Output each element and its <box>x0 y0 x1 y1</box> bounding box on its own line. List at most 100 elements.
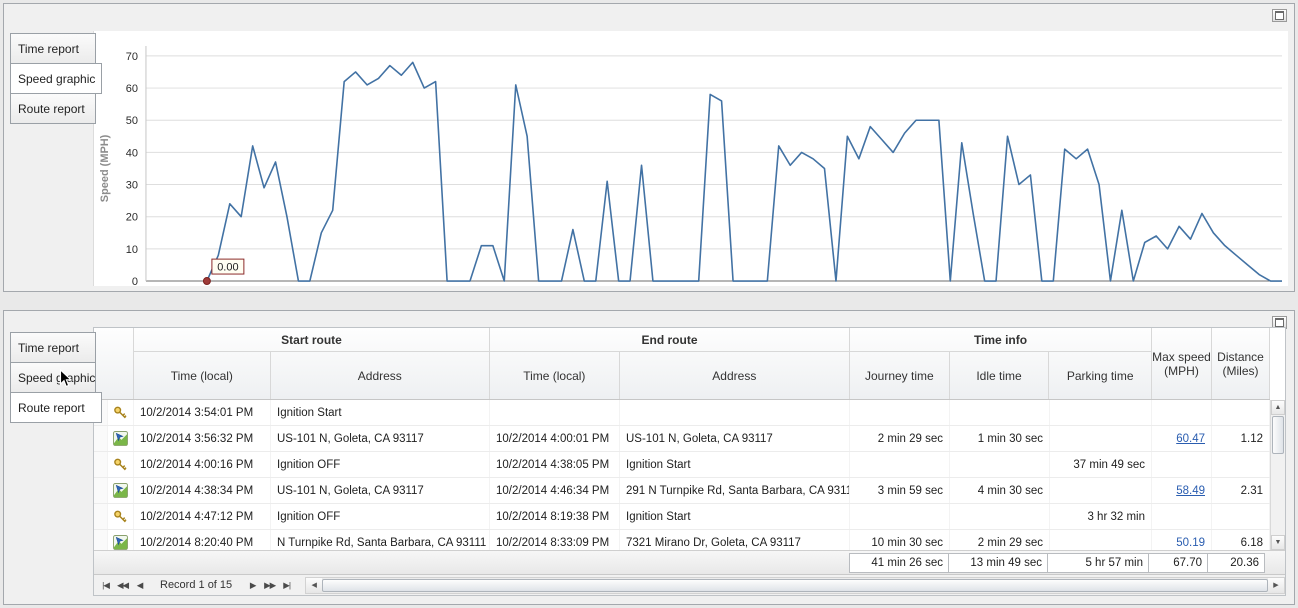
cell-idle-time <box>950 452 1050 477</box>
max-speed-link[interactable]: 58.49 <box>1176 484 1205 497</box>
summary-distance: 20.36 <box>1207 552 1265 573</box>
prev-record-button[interactable]: ◀ <box>136 579 144 590</box>
cell-distance <box>1212 452 1270 477</box>
tab-time-report[interactable]: Time report <box>10 33 96 64</box>
cell-parking-time: 37 min 49 sec <box>1050 452 1152 477</box>
tab-speed-graphic[interactable]: Speed graphic <box>10 362 96 393</box>
tab-time-report[interactable]: Time report <box>10 332 96 363</box>
cell-end-address: Ignition Start <box>620 452 850 477</box>
panel-collapse-button[interactable] <box>1272 9 1287 22</box>
row-icon-cell <box>108 478 134 503</box>
route-icon <box>113 483 129 499</box>
max-speed-link[interactable]: 50.19 <box>1176 536 1205 549</box>
key-icon <box>113 509 129 525</box>
column-group-start-route[interactable]: Start route Time (local) Address <box>134 328 490 399</box>
speed-chart-area: 0 10 20 30 40 50 60 70 Speed (MPH) 0.00 <box>93 31 1288 286</box>
summary-parking-time: 5 hr 57 min <box>1047 552 1149 573</box>
cell-end-address: 291 N Turnpike Rd, Santa Barbara, CA 931… <box>620 478 850 503</box>
group-label: Time info <box>850 328 1151 352</box>
cell-end-time: 10/2/2014 8:33:09 PM <box>490 530 620 550</box>
first-record-button[interactable]: |◀ <box>102 579 110 590</box>
last-record-button[interactable]: ▶| <box>283 579 291 590</box>
horizontal-scroll-thumb[interactable] <box>322 578 1268 592</box>
table-row[interactable]: 10/2/2014 8:20:40 PM N Turnpike Rd, Sant… <box>94 530 1270 550</box>
cell-start-address: Ignition OFF <box>271 452 490 477</box>
vertical-scroll-track[interactable] <box>1271 455 1285 535</box>
header-line: (Miles) <box>1222 363 1259 378</box>
cell-end-address <box>620 400 850 425</box>
table-row[interactable]: 10/2/2014 4:47:12 PM Ignition OFF 10/2/2… <box>94 504 1270 530</box>
cell-parking-time <box>1050 478 1152 503</box>
scroll-up-button[interactable]: ▲ <box>1271 400 1285 415</box>
svg-text:70: 70 <box>126 51 138 63</box>
tab-route-report[interactable]: Route report <box>10 392 102 423</box>
table-row[interactable]: 10/2/2014 3:56:32 PM US-101 N, Goleta, C… <box>94 426 1270 452</box>
header-corner <box>94 328 134 399</box>
row-icon-cell <box>108 400 134 425</box>
column-group-time-info[interactable]: Time info Journey time Idle time Parking… <box>850 328 1152 399</box>
key-icon <box>113 457 129 473</box>
cell-idle-time: 4 min 30 sec <box>950 478 1050 503</box>
speed-line <box>206 61 1283 282</box>
summary-row: 41 min 26 sec 13 min 49 sec 5 hr 57 min … <box>94 550 1285 574</box>
cell-journey-time: 10 min 30 sec <box>850 530 950 550</box>
cell-distance: 1.12 <box>1212 426 1270 451</box>
next-page-button[interactable]: ▶▶ <box>264 579 276 590</box>
column-header-distance[interactable]: Distance (Miles) <box>1212 328 1270 399</box>
cell-start-address: Ignition OFF <box>271 504 490 529</box>
column-header-start-address[interactable]: Address <box>357 368 402 383</box>
column-header-end-time[interactable]: Time (local) <box>490 352 620 399</box>
column-header-parking-time[interactable]: Parking time <box>1066 368 1134 383</box>
scroll-left-button[interactable]: ◀ <box>306 577 323 593</box>
svg-text:Speed (MPH): Speed (MPH) <box>99 134 111 202</box>
prev-page-button[interactable]: ◀◀ <box>116 579 129 590</box>
column-header-journey-time[interactable]: Journey time <box>850 352 950 399</box>
cell-journey-time <box>850 452 950 477</box>
cell-distance <box>1212 504 1270 529</box>
scroll-right-button[interactable]: ▶ <box>1268 577 1284 593</box>
key-icon <box>113 405 129 421</box>
row-icon-cell <box>108 504 134 529</box>
table-row[interactable]: 10/2/2014 4:38:34 PM US-101 N, Goleta, C… <box>94 478 1270 504</box>
vertical-scrollbar[interactable]: ▲ ▼ <box>1270 400 1285 550</box>
vertical-scroll-thumb[interactable] <box>1272 416 1284 454</box>
cell-start-time: 10/2/2014 8:20:40 PM <box>134 530 271 550</box>
cell-end-time: 10/2/2014 4:46:34 PM <box>490 478 620 503</box>
cell-start-address: US-101 N, Goleta, CA 93117 <box>271 478 490 503</box>
column-group-end-route[interactable]: End route Time (local) Address <box>490 328 850 399</box>
horizontal-scrollbar[interactable]: ◀ ▶ <box>305 576 1285 594</box>
tab-speed-graphic[interactable]: Speed graphic <box>10 63 102 94</box>
tab-route-report[interactable]: Route report <box>10 93 96 124</box>
scroll-down-button[interactable]: ▼ <box>1271 535 1285 550</box>
max-speed-link[interactable]: 60.47 <box>1176 432 1205 445</box>
row-indicator <box>94 504 108 529</box>
row-icon-cell <box>108 452 134 477</box>
svg-text:40: 40 <box>126 147 138 159</box>
column-header-max-speed[interactable]: Max speed (MPH) <box>1152 328 1212 399</box>
cell-end-address: US-101 N, Goleta, CA 93117 <box>620 426 850 451</box>
table-body: 10/2/2014 3:54:01 PM Ignition Start 10/2… <box>94 400 1270 550</box>
column-header-idle-time[interactable]: Idle time <box>950 352 1050 399</box>
speed-chart[interactable]: 0 10 20 30 40 50 60 70 Speed (MPH) 0.00 <box>94 31 1288 286</box>
cell-end-address: 7321 Mirano Dr, Goleta, CA 93117 <box>620 530 850 550</box>
bottom-tab-strip: Time report Speed graphic Route report <box>10 332 102 423</box>
record-count-text: Record 1 of 15 <box>160 579 233 591</box>
start-point-marker <box>202 277 211 286</box>
table-row[interactable]: 10/2/2014 4:00:16 PM Ignition OFF 10/2/2… <box>94 452 1270 478</box>
chart-tooltip <box>211 258 245 275</box>
summary-max-speed: 67.70 <box>1148 552 1208 573</box>
route-report-grid: Start route Time (local) Address End rou… <box>93 327 1286 596</box>
row-indicator <box>94 452 108 477</box>
cell-start-address: N Turnpike Rd, Santa Barbara, CA 93111 <box>271 530 490 550</box>
top-tab-strip: Time report Speed graphic Route report <box>10 33 102 124</box>
row-icon-cell <box>108 530 134 550</box>
table-row[interactable]: 10/2/2014 3:54:01 PM Ignition Start <box>94 400 1270 426</box>
route-icon <box>113 431 129 447</box>
column-header-start-time[interactable]: Time (local) <box>134 352 271 399</box>
cell-distance <box>1212 400 1270 425</box>
grid-header: Start route Time (local) Address End rou… <box>94 328 1270 400</box>
header-line: (MPH) <box>1164 363 1199 378</box>
row-icon-cell <box>108 426 134 451</box>
next-record-button[interactable]: ▶ <box>249 579 257 590</box>
column-header-end-address[interactable]: Address <box>712 368 757 383</box>
